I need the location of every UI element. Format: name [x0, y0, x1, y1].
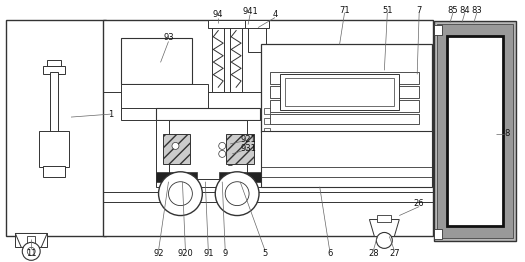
Text: 91: 91: [203, 249, 214, 258]
Text: 920: 920: [177, 249, 193, 258]
Bar: [270, 86, 419, 98]
Text: 941: 941: [242, 7, 258, 16]
Bar: [264, 108, 270, 114]
Bar: [264, 128, 270, 134]
Text: 93: 93: [163, 33, 174, 42]
Bar: [264, 118, 270, 124]
Text: 7: 7: [416, 6, 422, 15]
Text: 5: 5: [262, 249, 268, 258]
Text: 85: 85: [448, 6, 458, 15]
Bar: [245, 20, 269, 28]
Text: 11: 11: [26, 249, 36, 258]
Bar: [155, 108, 260, 120]
Bar: [103, 20, 433, 236]
Bar: [121, 84, 208, 110]
Text: 921: 921: [240, 135, 256, 144]
Bar: [261, 131, 432, 187]
Bar: [43, 66, 65, 74]
Text: 8: 8: [504, 129, 509, 139]
Text: 4: 4: [272, 10, 278, 19]
Circle shape: [172, 143, 179, 149]
Circle shape: [27, 247, 35, 255]
Bar: [434, 25, 442, 35]
Bar: [270, 100, 419, 112]
Circle shape: [159, 172, 202, 216]
Text: 931: 931: [240, 144, 256, 154]
Bar: [437, 24, 513, 238]
Bar: [247, 120, 261, 182]
Bar: [6, 20, 106, 236]
Polygon shape: [370, 220, 400, 236]
Circle shape: [22, 242, 40, 260]
Bar: [43, 166, 65, 177]
Text: 84: 84: [459, 6, 470, 15]
Text: 83: 83: [471, 6, 482, 15]
Text: 1: 1: [108, 110, 113, 119]
Text: 92: 92: [153, 249, 164, 258]
Bar: [47, 60, 61, 66]
Bar: [121, 108, 188, 120]
Text: 94: 94: [213, 10, 224, 19]
Bar: [377, 215, 391, 221]
Circle shape: [376, 232, 392, 248]
Bar: [285, 78, 394, 106]
Bar: [447, 36, 503, 226]
Circle shape: [219, 143, 226, 149]
Bar: [219, 172, 261, 182]
Circle shape: [219, 150, 226, 157]
Bar: [155, 172, 197, 182]
Bar: [434, 230, 442, 239]
Bar: [39, 131, 69, 167]
Bar: [163, 134, 191, 164]
Bar: [212, 25, 224, 92]
Bar: [434, 21, 516, 241]
Bar: [208, 20, 248, 28]
Text: 71: 71: [339, 6, 350, 15]
Circle shape: [225, 182, 249, 206]
Text: 51: 51: [382, 6, 393, 15]
Bar: [226, 134, 254, 164]
Bar: [121, 39, 192, 84]
Bar: [230, 25, 242, 92]
Polygon shape: [15, 233, 47, 247]
Bar: [248, 25, 266, 52]
Bar: [15, 233, 47, 247]
Circle shape: [215, 172, 259, 216]
Bar: [270, 114, 419, 124]
Bar: [155, 179, 261, 187]
Bar: [155, 120, 170, 182]
Text: 26: 26: [414, 199, 425, 208]
Bar: [261, 45, 432, 132]
Bar: [280, 74, 400, 110]
Text: 27: 27: [389, 249, 400, 258]
Text: 9: 9: [223, 249, 228, 258]
Circle shape: [169, 182, 192, 206]
Text: 6: 6: [327, 249, 332, 258]
Bar: [27, 236, 35, 243]
Bar: [50, 72, 58, 132]
Bar: [270, 72, 419, 84]
Text: 28: 28: [368, 249, 379, 258]
